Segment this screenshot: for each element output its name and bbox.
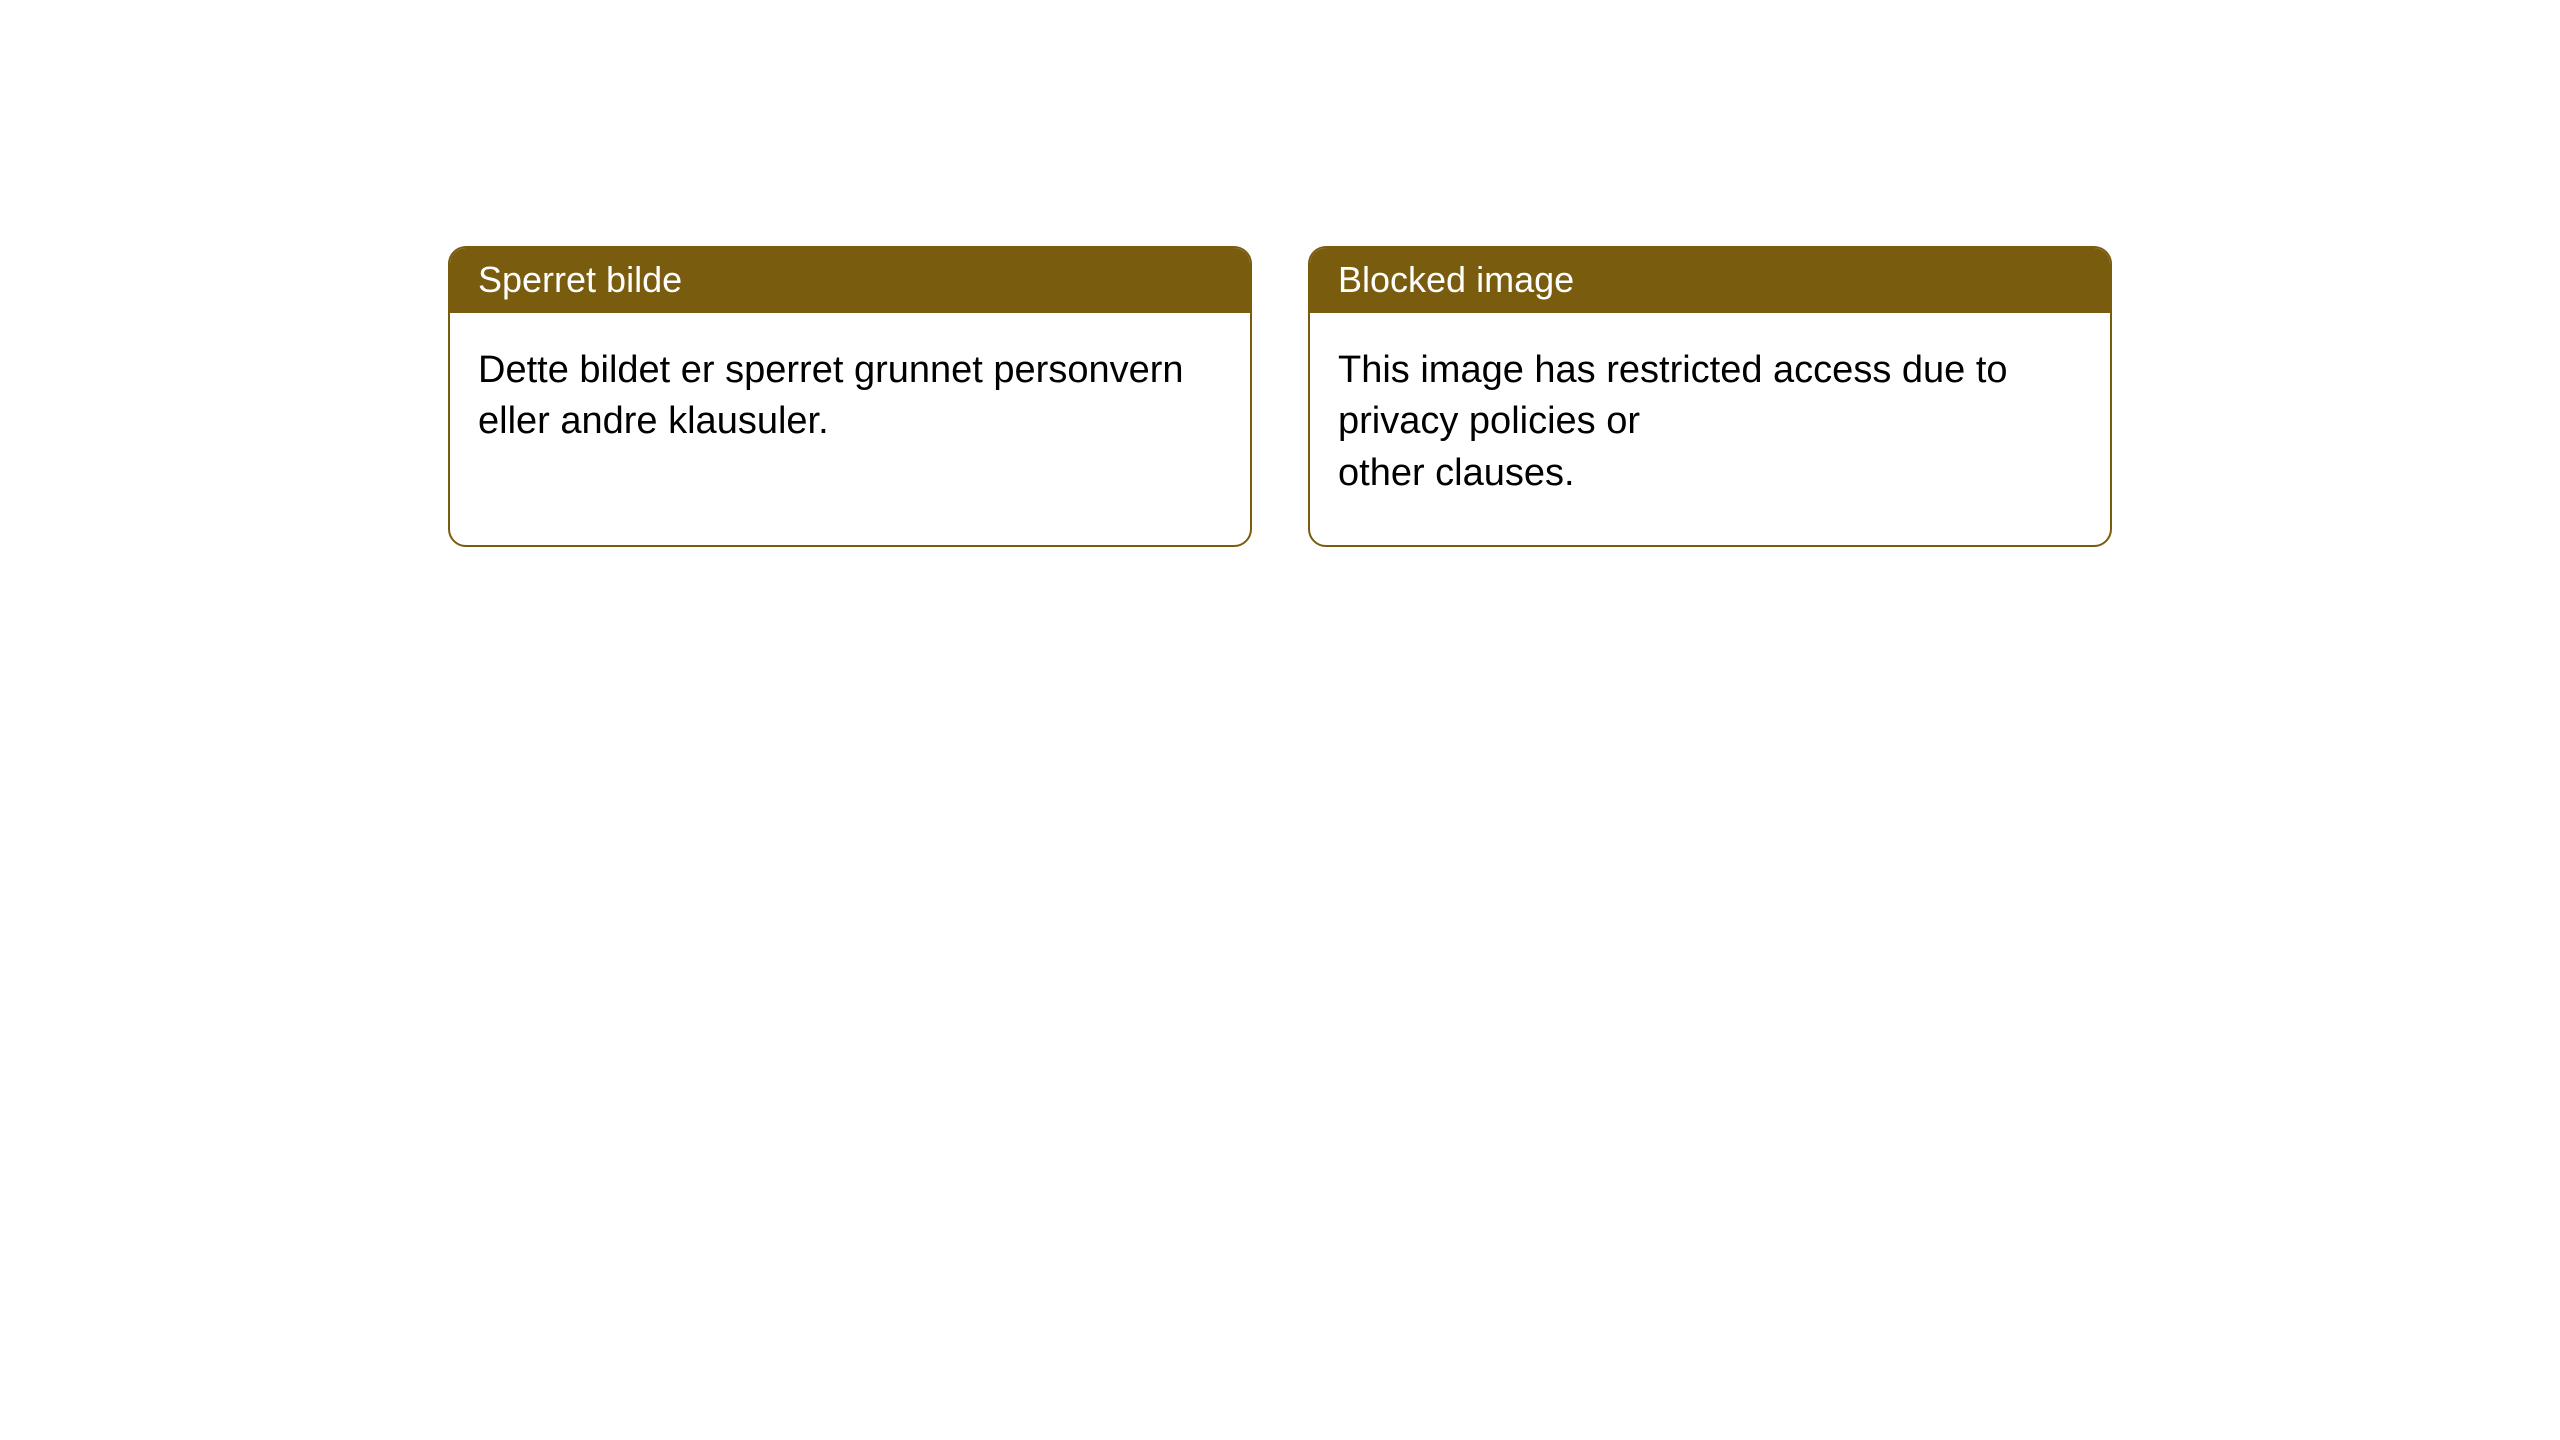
notice-header: Sperret bilde <box>450 248 1250 313</box>
notice-container: Sperret bilde Dette bildet er sperret gr… <box>0 0 2560 547</box>
notice-body: Dette bildet er sperret grunnet personve… <box>450 313 1250 545</box>
notice-card-norwegian: Sperret bilde Dette bildet er sperret gr… <box>448 246 1252 547</box>
notice-body: This image has restricted access due to … <box>1310 313 2110 545</box>
notice-card-english: Blocked image This image has restricted … <box>1308 246 2112 547</box>
notice-header: Blocked image <box>1310 248 2110 313</box>
